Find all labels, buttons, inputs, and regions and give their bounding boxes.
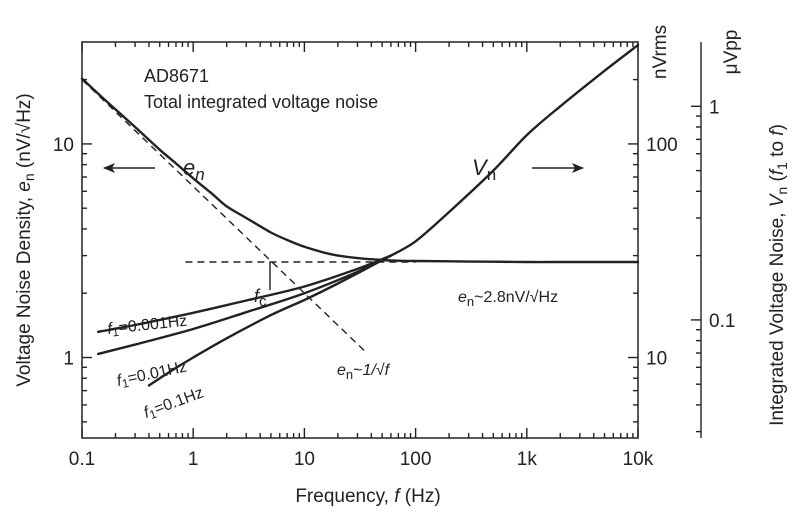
y-left-tick-label: 10	[53, 135, 74, 156]
y-right-tick-label: 10	[646, 349, 667, 370]
vn-label: Vn	[472, 155, 496, 184]
y-left-tick-label: 1	[63, 349, 74, 370]
series-en-1-f-line	[82, 80, 365, 352]
x-tick-label: 0.1	[69, 449, 95, 470]
f1-label-001: f1=0.01Hz	[115, 358, 189, 391]
en-label: en	[183, 155, 205, 184]
uvpp-tick-label: 0.1	[709, 311, 735, 332]
x-tick-label: 100	[400, 449, 432, 470]
nvrms-unit-label: nVrms	[650, 25, 671, 79]
y-right-tick-label: 100	[646, 135, 678, 156]
uvpp-unit-label: μVpp	[721, 30, 742, 75]
chart-title: AD8671	[144, 66, 209, 86]
x-tick-label: 1k	[517, 449, 538, 470]
series-f1-0-01hz-line	[98, 256, 391, 354]
y-right-axis-title: Integrated Voltage Noise, Vn (f1 to f)	[767, 124, 790, 426]
x-tick-label: 10k	[623, 449, 654, 470]
chart-subtitle: Total integrated voltage noise	[144, 92, 378, 112]
uvpp-tick-label: 1	[709, 97, 720, 118]
flat-noise-label: en~2.8nV/√Hz	[458, 289, 558, 309]
f1-label-01: f1=0.1Hz	[142, 384, 207, 423]
x-axis-title: Frequency, f (Hz)	[295, 486, 440, 507]
slope-label: en~1/√f	[337, 362, 391, 382]
y-left-axis-title: Voltage Noise Density, en (nV/√Hz)	[14, 93, 37, 387]
x-tick-label: 10	[294, 449, 315, 470]
fc-label: fc	[254, 286, 267, 310]
series-vn-line	[391, 45, 638, 256]
x-tick-label: 1	[188, 449, 199, 470]
f1-label-0001: f1=0.001Hz	[107, 313, 189, 340]
